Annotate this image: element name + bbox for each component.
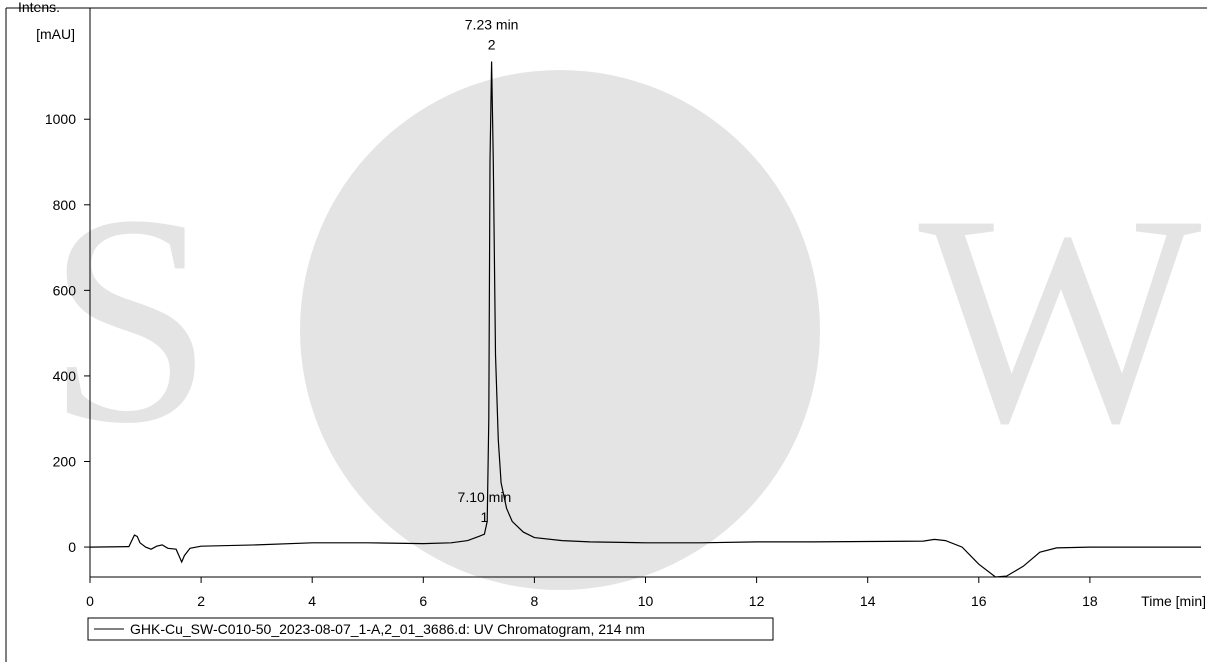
x-tick-label: 12 xyxy=(749,593,765,609)
x-tick-label: 2 xyxy=(197,593,205,609)
x-tick-label: 14 xyxy=(860,593,876,609)
peak-time: 7.10 min xyxy=(458,489,512,505)
legend-box xyxy=(87,617,774,641)
x-axis-label: Time [min] xyxy=(1141,593,1206,609)
x-tick-label: 18 xyxy=(1082,593,1098,609)
x-tick-label: 8 xyxy=(531,593,539,609)
y-tick-label: 800 xyxy=(53,197,77,213)
x-tick-label: 10 xyxy=(638,593,654,609)
watermark-text: W xyxy=(918,153,1204,485)
x-tick-label: 6 xyxy=(419,593,427,609)
x-tick-label: 0 xyxy=(86,593,94,609)
legend-label: GHK-Cu_SW-C010-50_2023-08-07_1-A,2_01_36… xyxy=(130,621,645,637)
y-axis-label: Intens. xyxy=(18,0,60,15)
x-tick-label: 4 xyxy=(308,593,316,609)
watermark-text: S xyxy=(47,153,214,485)
y-tick-label: 400 xyxy=(53,368,77,384)
peak-number: 1 xyxy=(481,509,489,525)
y-tick-label: 0 xyxy=(68,539,76,555)
y-axis-label: [mAU] xyxy=(36,26,75,42)
y-tick-label: 1000 xyxy=(45,111,76,127)
x-tick-label: 16 xyxy=(971,593,987,609)
peak-time: 7.23 min xyxy=(465,16,519,32)
trace xyxy=(89,61,1201,578)
y-tick-label: 200 xyxy=(53,453,77,469)
watermark-logo xyxy=(300,70,820,590)
y-tick-label: 600 xyxy=(53,282,77,298)
peak-number: 2 xyxy=(488,36,496,52)
